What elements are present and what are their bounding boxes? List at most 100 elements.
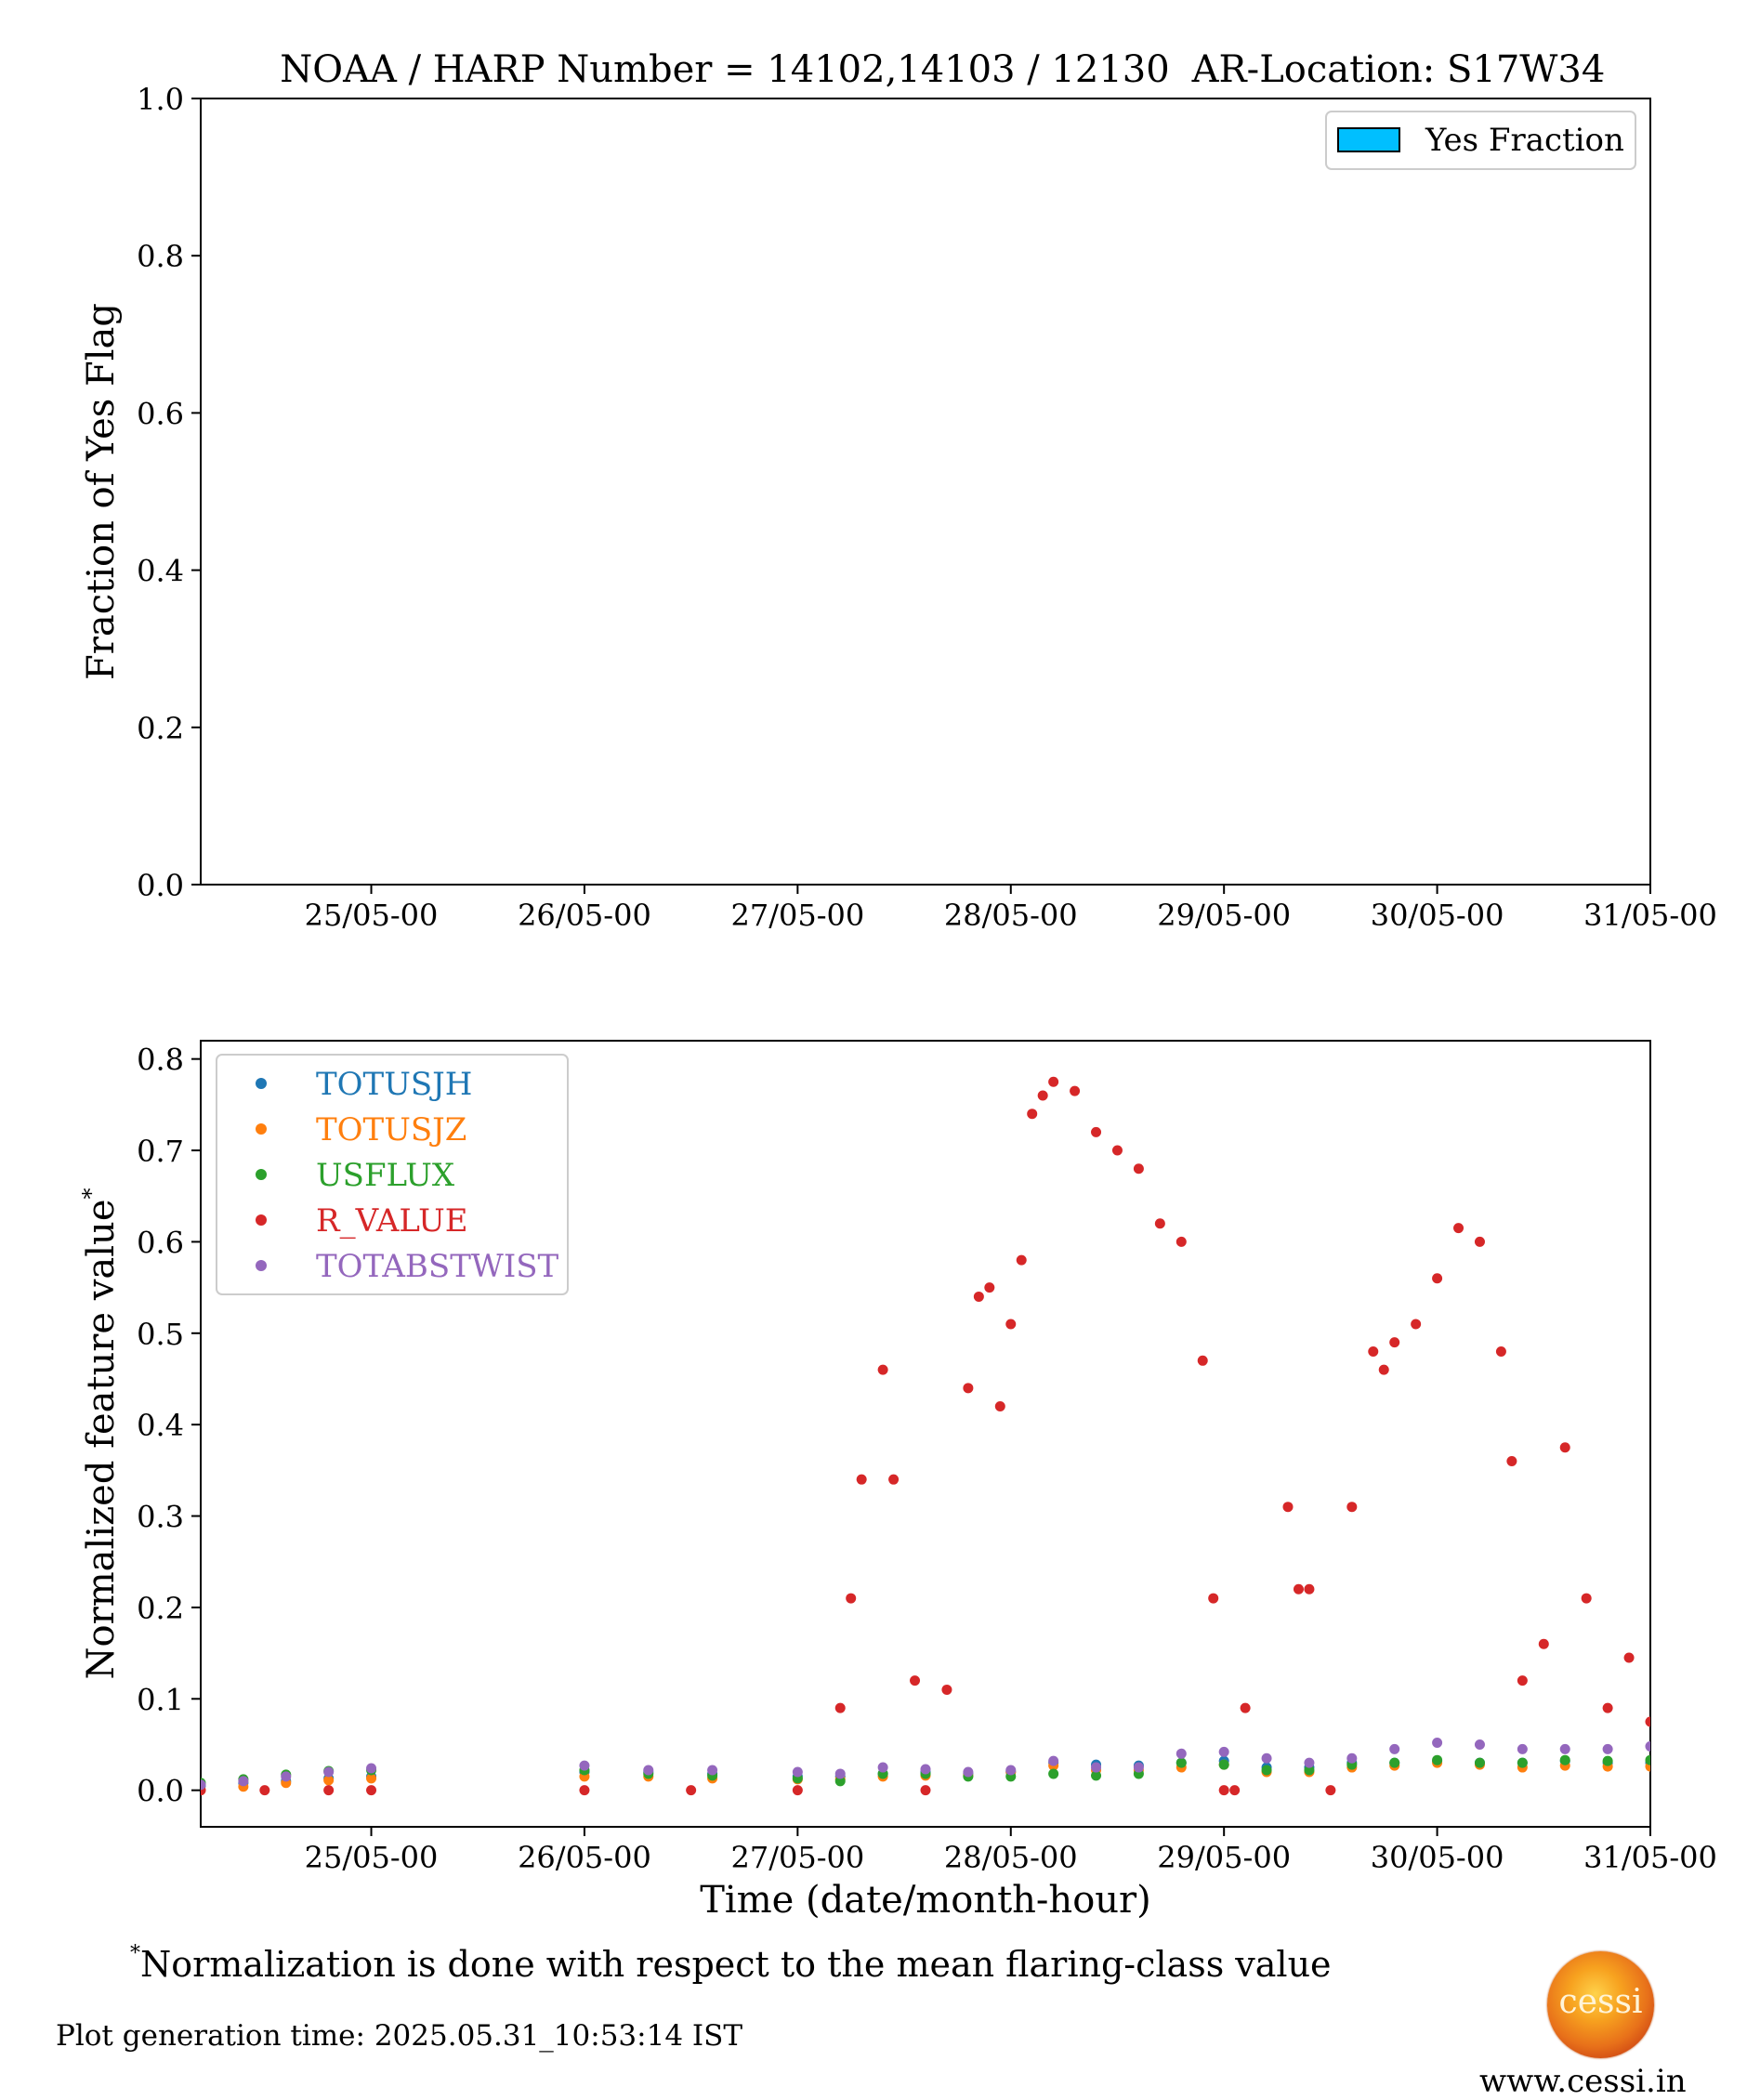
- point-totabstwist: [1389, 1743, 1400, 1754]
- point-r-value: [1623, 1652, 1635, 1663]
- point-r-value: [1070, 1085, 1081, 1096]
- top-x-tick-label: 31/05-00: [1583, 898, 1717, 933]
- bottom-legend: [216, 1054, 569, 1295]
- point-usflux: [1304, 1765, 1315, 1776]
- point-usflux: [1218, 1759, 1229, 1770]
- point-usflux: [1474, 1757, 1485, 1768]
- point-usflux: [1432, 1754, 1443, 1765]
- point-r-value: [1208, 1593, 1219, 1604]
- point-totabstwist: [1346, 1752, 1358, 1764]
- point-r-value: [834, 1702, 846, 1713]
- top-x-tick-label: 25/05-00: [305, 898, 439, 933]
- top-title-right: AR-Location: S17W34: [1191, 48, 1606, 91]
- point-totabstwist: [1218, 1746, 1229, 1757]
- point-r-value: [1389, 1337, 1400, 1348]
- point-r-value: [1506, 1456, 1517, 1467]
- point-totabstwist: [1517, 1743, 1528, 1754]
- bottom-data-points: [201, 1076, 1650, 1796]
- point-r-value: [1048, 1076, 1059, 1087]
- legend-marker-r-value: [256, 1214, 267, 1226]
- normalization-footnote: *Normalization is done with respect to t…: [130, 1942, 1332, 1985]
- point-totabstwist: [1048, 1755, 1059, 1766]
- point-totusjz: [366, 1773, 377, 1784]
- top-y-tick-label: 0.8: [137, 239, 184, 274]
- point-r-value: [1325, 1785, 1336, 1796]
- top-x-tick-label: 28/05-00: [944, 898, 1078, 933]
- point-r-value: [1240, 1702, 1251, 1713]
- point-totabstwist: [1474, 1739, 1485, 1750]
- point-r-value: [366, 1785, 377, 1796]
- point-totabstwist: [1005, 1765, 1017, 1776]
- bottom-x-axis-label: Time (date/month-hour): [700, 1879, 1151, 1922]
- bottom-y-tick-label: 0.1: [137, 1682, 184, 1717]
- point-r-value: [1517, 1675, 1528, 1687]
- point-r-value: [856, 1474, 867, 1485]
- bottom-y-tick-label: 0.2: [137, 1591, 184, 1626]
- point-totabstwist: [1645, 1740, 1650, 1752]
- point-totabstwist: [238, 1776, 249, 1787]
- point-r-value: [941, 1684, 952, 1695]
- point-r-value: [1378, 1364, 1389, 1375]
- point-r-value: [973, 1291, 984, 1302]
- bottom-x-tick-label: 31/05-00: [1583, 1840, 1717, 1875]
- point-r-value: [1027, 1109, 1038, 1120]
- point-r-value: [984, 1282, 995, 1293]
- bottom-x-tick-label: 30/05-00: [1371, 1840, 1504, 1875]
- point-r-value: [1304, 1583, 1315, 1595]
- point-r-value: [1346, 1502, 1358, 1513]
- point-totusjz: [323, 1775, 335, 1786]
- point-usflux: [1048, 1768, 1059, 1779]
- point-usflux: [834, 1776, 846, 1787]
- legend-label-totusjz: TOTUSJZ: [316, 1111, 466, 1148]
- point-usflux: [1559, 1754, 1570, 1765]
- bottom-y-tick-label: 0.6: [137, 1225, 184, 1260]
- bottom-x-tick-label: 26/05-00: [518, 1840, 651, 1875]
- point-totabstwist: [707, 1765, 718, 1776]
- point-r-value: [1176, 1236, 1187, 1247]
- bottom-plot-frame: [200, 1040, 1651, 1828]
- point-totabstwist: [1133, 1762, 1144, 1773]
- point-totabstwist: [1432, 1737, 1443, 1748]
- point-totabstwist: [877, 1762, 888, 1773]
- bottom-x-tick-label: 27/05-00: [730, 1840, 864, 1875]
- top-x-tick-label: 30/05-00: [1371, 898, 1504, 933]
- point-totabstwist: [1304, 1757, 1315, 1768]
- point-r-value: [1432, 1273, 1443, 1284]
- point-usflux: [1645, 1754, 1650, 1765]
- bottom-y-tick-label: 0.7: [137, 1134, 184, 1169]
- point-r-value: [1005, 1319, 1017, 1330]
- point-totabstwist: [366, 1763, 377, 1774]
- point-r-value: [1282, 1502, 1294, 1513]
- point-totabstwist: [643, 1765, 654, 1776]
- point-r-value: [910, 1675, 921, 1687]
- point-r-value: [1037, 1090, 1048, 1101]
- top-y-tick-label: 1.0: [137, 82, 184, 117]
- bottom-y-tick-label: 0.8: [137, 1043, 184, 1078]
- point-r-value: [1411, 1319, 1422, 1330]
- point-totabstwist: [1176, 1748, 1187, 1759]
- point-r-value: [1559, 1442, 1570, 1453]
- top-y-axis-label: Fraction of Yes Flag: [80, 303, 123, 680]
- legend-marker-usflux: [256, 1169, 267, 1180]
- legend-label-yes-fraction: Yes Fraction: [1425, 122, 1624, 159]
- legend-label-totusjh: TOTUSJH: [316, 1066, 472, 1103]
- bottom-y-tick-label: 0.0: [137, 1774, 184, 1809]
- point-totabstwist: [963, 1766, 974, 1778]
- bottom-x-tick-label: 25/05-00: [305, 1840, 439, 1875]
- point-r-value: [259, 1785, 270, 1796]
- bottom-y-tick-label: 0.4: [137, 1408, 184, 1443]
- footnote-mark: *: [130, 1942, 140, 1965]
- point-totabstwist: [1261, 1752, 1272, 1764]
- bottom-x-tick-label: 29/05-00: [1157, 1840, 1291, 1875]
- point-r-value: [1602, 1702, 1613, 1713]
- point-r-value: [888, 1474, 900, 1485]
- website-link[interactable]: www.cessi.in: [1479, 2063, 1687, 2100]
- point-r-value: [1293, 1583, 1304, 1595]
- top-y-tick-label: 0.6: [137, 396, 184, 431]
- point-r-value: [1154, 1218, 1165, 1229]
- point-r-value: [1218, 1785, 1229, 1796]
- top-x-tick-label: 29/05-00: [1157, 898, 1291, 933]
- point-totabstwist: [834, 1768, 846, 1779]
- top-legend: [1325, 111, 1636, 170]
